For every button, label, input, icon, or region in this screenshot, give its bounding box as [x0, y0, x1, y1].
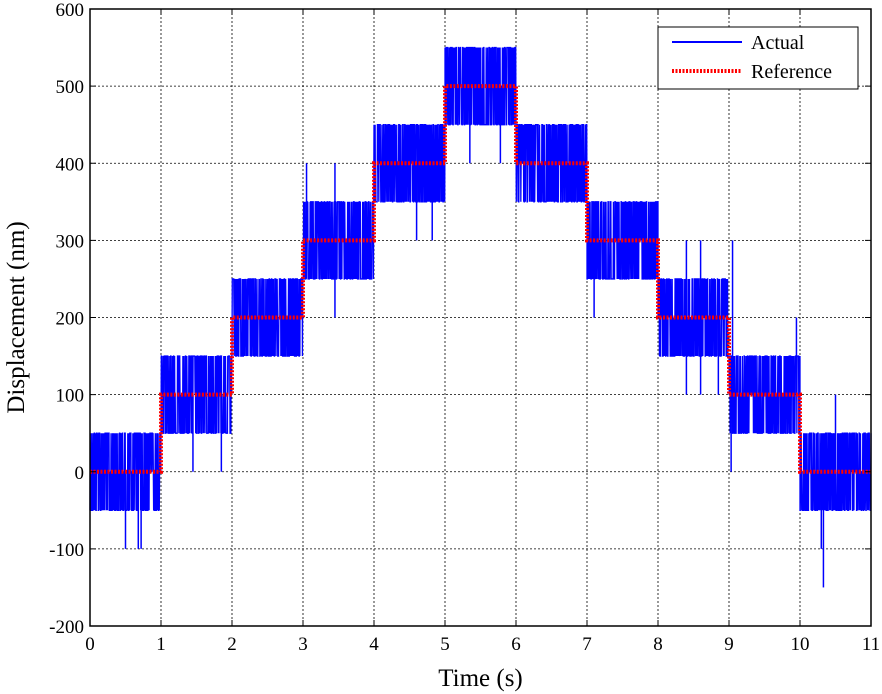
- legend-reference-label: Reference: [751, 61, 832, 83]
- y-axis-label: Displacement (nm): [3, 221, 30, 413]
- y-tick-label: 400: [56, 154, 85, 175]
- x-tick-label: 11: [862, 634, 880, 655]
- y-axis-ticks: -200 -100 0 100 200 300 400 500 600: [49, 0, 871, 638]
- actual-line: [89, 46, 872, 511]
- y-tick-label: 100: [56, 386, 85, 407]
- y-tick-label: 500: [56, 77, 85, 98]
- legend: Actual Reference: [657, 26, 859, 90]
- y-tick-label: 600: [56, 0, 85, 21]
- x-axis-ticks: 0 1 2 3 4 5 6 7 8 9 10 11: [85, 9, 880, 655]
- x-tick-label: 5: [440, 634, 450, 655]
- x-tick-label: 3: [298, 634, 308, 655]
- x-tick-label: 8: [653, 634, 663, 655]
- x-tick-label: 9: [724, 634, 734, 655]
- legend-actual-label: Actual: [751, 32, 805, 54]
- x-tick-label: 2: [227, 634, 237, 655]
- y-tick-label: -100: [49, 540, 84, 561]
- x-tick-label: 7: [582, 634, 592, 655]
- x-tick-label: 4: [369, 634, 379, 655]
- x-tick-label: 6: [511, 634, 521, 655]
- legend-box: [657, 26, 859, 90]
- y-tick-label: 0: [75, 463, 85, 484]
- x-tick-label: 10: [791, 634, 810, 655]
- x-tick-label: 1: [156, 634, 166, 655]
- y-tick-label: 300: [56, 231, 85, 252]
- x-tick-label: 0: [85, 634, 95, 655]
- y-tick-label: 200: [56, 309, 85, 330]
- y-tick-label: -200: [49, 617, 84, 638]
- x-axis-label: Time (s): [438, 665, 523, 692]
- actual-series: [89, 46, 872, 588]
